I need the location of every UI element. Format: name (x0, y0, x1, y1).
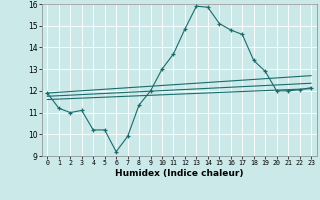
X-axis label: Humidex (Indice chaleur): Humidex (Indice chaleur) (115, 169, 244, 178)
